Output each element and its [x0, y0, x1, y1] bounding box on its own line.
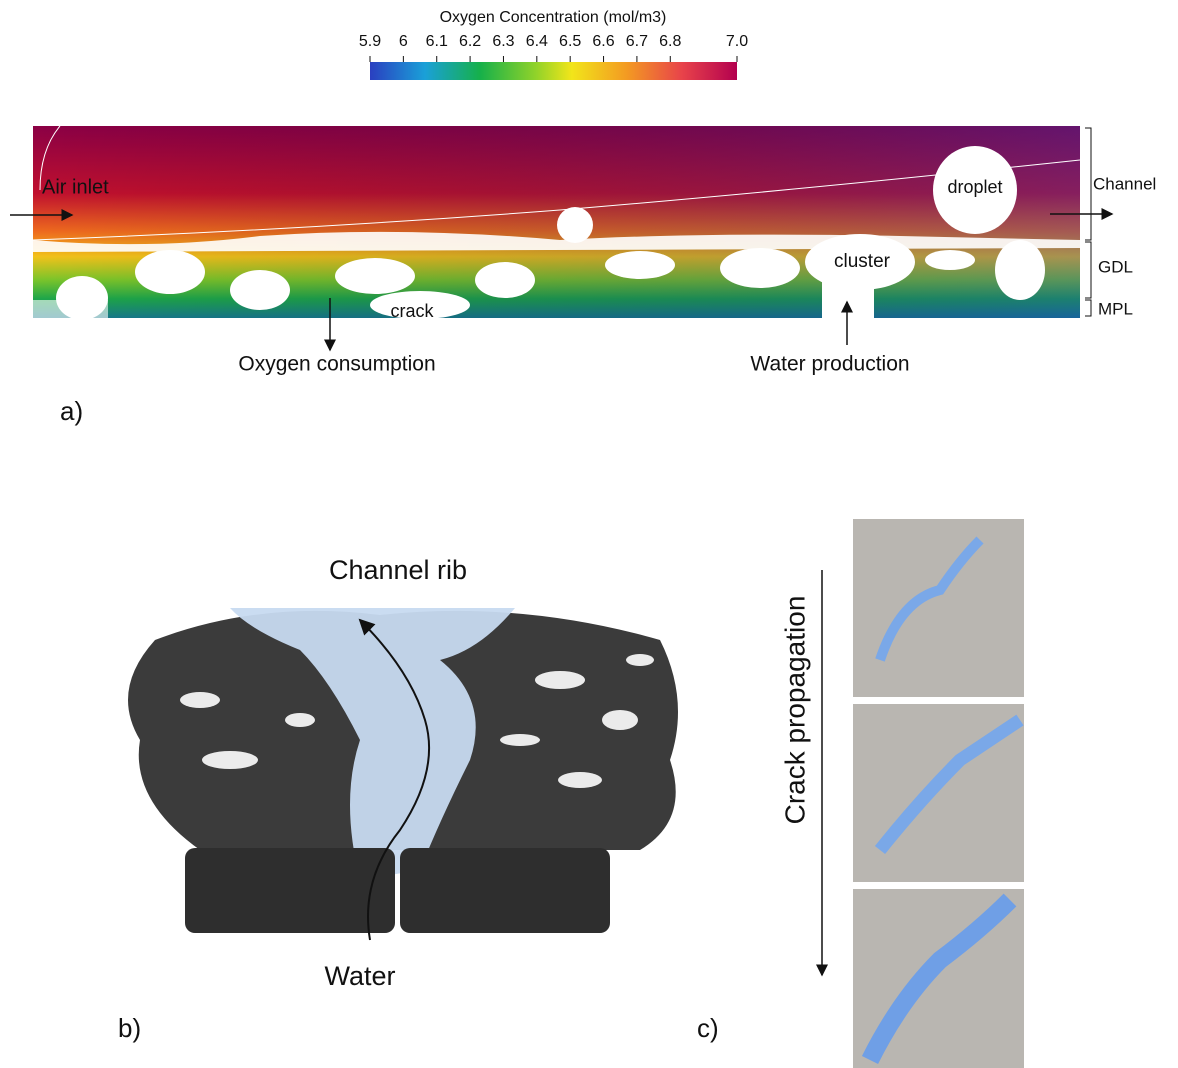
label: GDL	[1098, 257, 1133, 276]
crack-images	[853, 519, 1024, 1068]
label: Oxygen consumption	[238, 353, 435, 376]
label: droplet	[947, 177, 1002, 197]
colorbar-tick-label: 7.0	[726, 33, 748, 50]
label: Water production	[750, 353, 909, 376]
colorbar-tick-label: 5.9	[359, 33, 381, 50]
bracket	[1085, 128, 1091, 316]
colorbar-tick-label: 6.1	[426, 33, 448, 50]
colorbar	[370, 62, 737, 80]
label: Channel	[1093, 174, 1156, 193]
panel-tag: c)	[697, 1013, 719, 1043]
colorbar-tick-label: 6.6	[592, 33, 614, 50]
page: {"panel_a": { "colorbar": {"title": "Oxy…	[0, 0, 1178, 1068]
panel-tag: b)	[118, 1013, 141, 1043]
colorbar-title: Oxygen Concentration (mol/m3)	[440, 9, 667, 26]
label: cluster	[834, 251, 891, 272]
colorbar-tick-label: 6.5	[559, 33, 581, 50]
gdl-render	[128, 608, 678, 940]
colorbar-tick-label: 6.7	[626, 33, 648, 50]
label: crack	[390, 301, 434, 321]
concentration-field	[33, 126, 1080, 322]
label: Crack propagation	[779, 596, 810, 825]
panel-tag: a)	[60, 396, 83, 426]
label: Water	[324, 961, 395, 991]
label: MPL	[1098, 299, 1133, 318]
colorbar-tick-label: 6.4	[526, 33, 548, 50]
colorbar-tick-label: 6.3	[492, 33, 514, 50]
colorbar-tick-label: 6.8	[659, 33, 681, 50]
colorbar-tick-label: 6.2	[459, 33, 481, 50]
figure: Oxygen Concentration (mol/m3) 5.9 6 6.1 6.2…	[0, 0, 1178, 1068]
label: Air inlet	[42, 176, 109, 198]
label: Channel rib	[329, 555, 467, 585]
colorbar-tick-label: 6	[399, 33, 408, 50]
